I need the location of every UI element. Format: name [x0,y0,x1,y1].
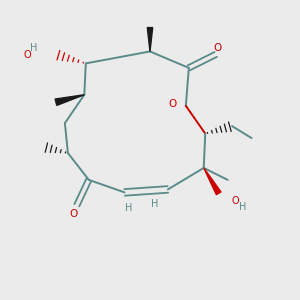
Text: O: O [213,44,221,53]
Text: O: O [24,50,32,60]
Text: O: O [70,209,78,219]
Text: H: H [239,202,246,212]
Polygon shape [147,28,153,52]
Polygon shape [204,168,221,195]
Text: H: H [151,199,158,209]
Text: O: O [168,99,176,109]
Text: H: H [125,203,133,213]
Polygon shape [55,95,84,105]
Text: H: H [30,44,37,53]
Text: O: O [231,196,239,206]
